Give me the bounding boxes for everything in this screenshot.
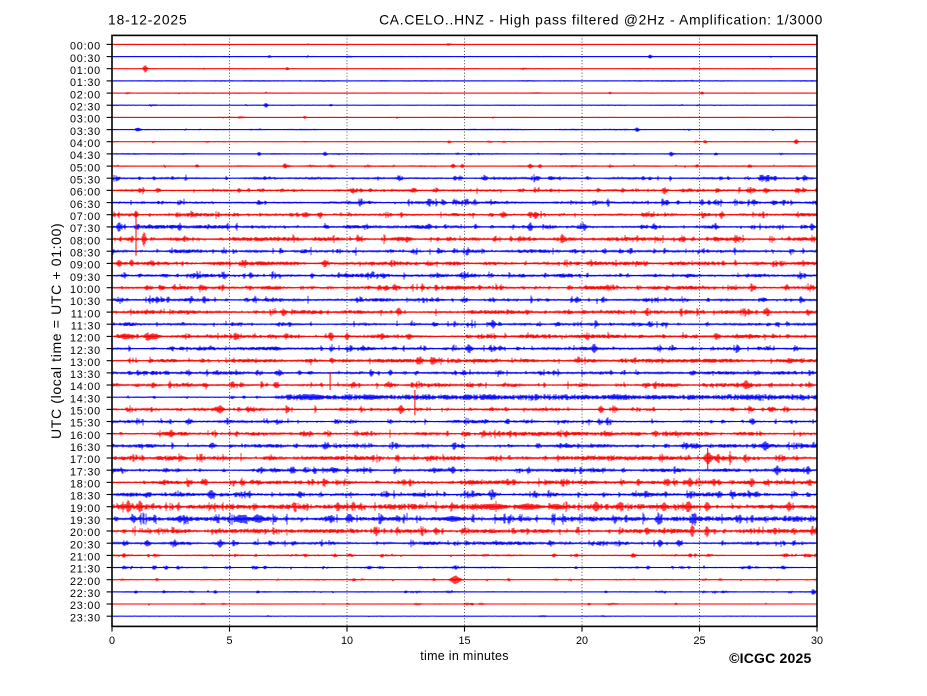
svg-text:17:30: 17:30 xyxy=(70,466,101,478)
svg-text:00:30: 00:30 xyxy=(70,53,101,65)
svg-text:15:00: 15:00 xyxy=(70,406,101,418)
svg-text:03:00: 03:00 xyxy=(70,114,101,126)
svg-text:13:00: 13:00 xyxy=(70,357,101,369)
svg-text:22:30: 22:30 xyxy=(70,588,101,600)
svg-text:10: 10 xyxy=(341,635,353,647)
svg-text:18-12-2025: 18-12-2025 xyxy=(108,13,188,28)
svg-text:07:00: 07:00 xyxy=(70,211,101,223)
svg-text:0: 0 xyxy=(109,635,115,647)
svg-text:10:00: 10:00 xyxy=(70,284,101,296)
svg-text:30: 30 xyxy=(811,635,823,647)
svg-text:02:00: 02:00 xyxy=(70,89,101,101)
svg-text:21:30: 21:30 xyxy=(70,564,101,576)
svg-text:09:00: 09:00 xyxy=(70,260,101,272)
svg-text:08:30: 08:30 xyxy=(70,247,101,259)
svg-text:05:30: 05:30 xyxy=(70,174,101,186)
svg-text:07:30: 07:30 xyxy=(70,223,101,235)
svg-text:CA.CELO..HNZ - High pass filte: CA.CELO..HNZ - High pass filtered @2Hz -… xyxy=(379,13,823,28)
svg-text:5: 5 xyxy=(226,635,232,647)
svg-text:11:00: 11:00 xyxy=(71,308,101,320)
svg-text:04:30: 04:30 xyxy=(70,150,101,162)
svg-text:09:30: 09:30 xyxy=(70,272,101,284)
svg-text:06:30: 06:30 xyxy=(70,199,101,211)
svg-text:UTC (local time = UTC + 01:00): UTC (local time = UTC + 01:00) xyxy=(48,223,64,439)
svg-text:06:00: 06:00 xyxy=(70,187,101,199)
svg-text:14:00: 14:00 xyxy=(70,381,101,393)
svg-text:23:00: 23:00 xyxy=(70,600,101,612)
svg-text:23:30: 23:30 xyxy=(70,612,101,624)
svg-text:12:00: 12:00 xyxy=(70,333,101,345)
svg-text:05:00: 05:00 xyxy=(70,162,101,174)
svg-text:04:00: 04:00 xyxy=(70,138,101,150)
svg-text:18:00: 18:00 xyxy=(70,479,101,491)
svg-text:11:30: 11:30 xyxy=(71,320,101,332)
svg-text:01:30: 01:30 xyxy=(70,77,101,89)
svg-text:17:00: 17:00 xyxy=(70,454,101,466)
svg-text:12:30: 12:30 xyxy=(70,345,101,357)
svg-text:01:00: 01:00 xyxy=(70,65,101,77)
svg-text:03:30: 03:30 xyxy=(70,126,101,138)
svg-text:15: 15 xyxy=(458,635,470,647)
svg-text:19:00: 19:00 xyxy=(70,503,101,515)
svg-text:25: 25 xyxy=(693,635,705,647)
svg-text:time in minutes: time in minutes xyxy=(420,649,509,663)
svg-text:20:30: 20:30 xyxy=(70,539,101,551)
svg-text:13:30: 13:30 xyxy=(70,369,101,381)
svg-text:10:30: 10:30 xyxy=(70,296,101,308)
svg-text:16:00: 16:00 xyxy=(70,430,101,442)
svg-text:14:30: 14:30 xyxy=(70,393,101,405)
svg-text:02:30: 02:30 xyxy=(70,101,101,113)
svg-text:15:30: 15:30 xyxy=(70,418,101,430)
svg-text:08:00: 08:00 xyxy=(70,235,101,247)
svg-text:18:30: 18:30 xyxy=(70,491,101,503)
svg-text:16:30: 16:30 xyxy=(70,442,101,454)
svg-text:20: 20 xyxy=(576,635,588,647)
svg-text:19:30: 19:30 xyxy=(70,515,101,527)
svg-text:©ICGC 2025: ©ICGC 2025 xyxy=(729,650,811,666)
svg-text:22:00: 22:00 xyxy=(70,576,101,588)
svg-text:21:00: 21:00 xyxy=(70,552,101,564)
svg-text:00:00: 00:00 xyxy=(70,41,101,53)
svg-text:20:00: 20:00 xyxy=(70,527,101,539)
